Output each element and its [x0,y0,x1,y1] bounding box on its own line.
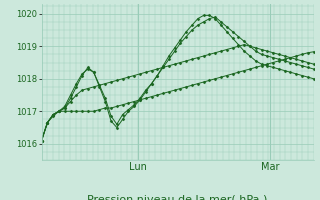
Text: Lun: Lun [129,162,147,172]
Text: Pression niveau de la mer( hPa ): Pression niveau de la mer( hPa ) [87,194,268,200]
Text: Mar: Mar [261,162,279,172]
